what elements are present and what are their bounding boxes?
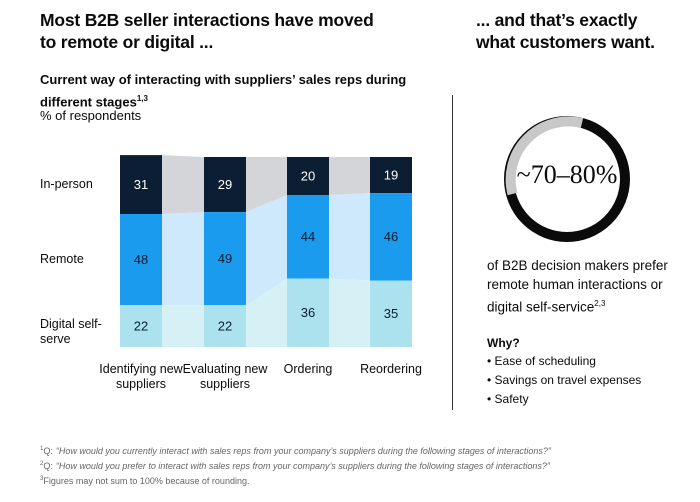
footnote-mark: 2 [40,461,44,467]
data-label: 29 [218,177,232,192]
chart-subtitle: % of respondents [40,108,142,123]
reason: • Ease of scheduling [487,354,596,368]
heading-left: Most B2B seller interactions have moved … [40,10,374,52]
bar-segment [204,212,246,306]
bar-segment [120,305,162,347]
data-label: 44 [301,229,315,244]
footnote: 1Q: “How would you currently interact wit… [40,443,551,458]
legend-label: Remote [40,252,84,267]
reasons: • Ease of scheduling • Savings on travel … [487,352,641,409]
chart-title-text: Current way of interacting with supplier… [40,72,407,110]
footnote-mark: 1 [40,446,44,452]
bar-segment [370,193,412,281]
data-label: 35 [384,306,398,321]
note-mark: 1,3 [136,94,148,103]
stat-text: of B2B decision makers prefer remote hum… [487,256,687,317]
footnotes: 1Q: “How would you currently interact wit… [40,443,551,488]
bar-segment [204,305,246,347]
stat-text-body: of B2B decision makers prefer remote hum… [487,258,668,315]
divider [452,95,453,410]
donut [504,116,630,242]
data-label: 31 [134,177,148,192]
data-label: 22 [218,319,232,334]
footnote-text: Figures may not sum to 100% because of r… [43,476,250,486]
connector [162,212,204,306]
bar-segment [370,157,412,194]
footnote-text: “How would you currently interact with s… [55,446,551,456]
connector [246,195,287,306]
data-label: 19 [384,167,398,182]
legend-label: In-person [40,177,93,192]
bar-segment [204,157,246,213]
connector [329,193,370,281]
note-mark: 2,3 [594,299,606,308]
footnote-text: “How would you prefer to interact with s… [55,461,550,471]
stat: ~70–80% [516,160,618,189]
footnote: 3Figures may not sum to 100% because of … [40,473,551,488]
connector [162,155,204,214]
footnote-mark: 3 [40,476,44,482]
data-label: 48 [134,252,148,267]
legend-label: Digital self-serve [40,317,102,347]
bar-segment [370,280,412,347]
connector [329,278,370,347]
connector [329,157,370,195]
heading-right: ... and that’s exactly what customers wa… [476,10,655,52]
reason-text: Ease of scheduling [494,354,596,368]
data-label: 20 [301,168,315,183]
reason-text: Safety [494,392,529,406]
chart: 31 48 22 29 49 22 20 44 36 19 46 35 [120,155,412,347]
data-label: 36 [301,305,315,320]
bar-segment [287,157,329,195]
data-label: 49 [218,251,232,266]
footnote-prefix: Q: [43,461,53,471]
reason: • Savings on travel expenses [487,373,642,387]
bar-segment [120,155,162,214]
footnote-prefix: Q: [43,446,53,456]
x-tick-label: Identifying new suppliers [99,362,183,391]
bar-segment [287,195,329,279]
why-title: Why? [487,336,520,350]
reason-text: Savings on travel expenses [494,373,642,387]
x-tick-label: Reordering [360,362,422,376]
donut-gray-arc [505,116,584,196]
x-tick-label: Evaluating new suppliers [182,362,268,391]
x-tick-label: Ordering [283,362,333,376]
data-label: 46 [384,229,398,244]
bar-segment [120,214,162,306]
connector [162,305,204,347]
footnote: 2Q: “How would you prefer to interact wit… [40,458,551,473]
connector [246,157,287,213]
connector [246,278,287,347]
bar-segment [287,278,329,347]
reason: • Safety [487,392,529,406]
data-label: 22 [134,319,148,334]
chart-title: Current way of interacting with supplier… [40,70,420,111]
